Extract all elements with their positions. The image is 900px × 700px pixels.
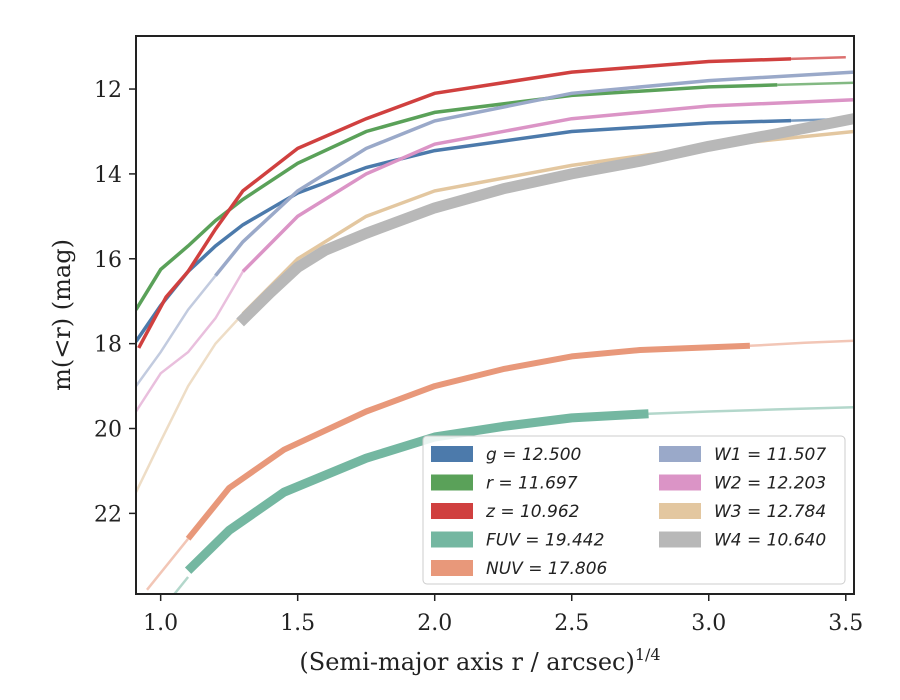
x-tick-label: 1.5 xyxy=(280,611,315,636)
y-tick-label: 12 xyxy=(94,78,122,103)
y-tick-label: 14 xyxy=(94,163,122,188)
series-r-line xyxy=(136,83,778,311)
series-nuv-faint xyxy=(146,538,190,591)
legend-swatch xyxy=(659,474,701,491)
y-axis-label: m(<r) (mag) xyxy=(48,239,76,391)
legend-label: W4 = 10.640 xyxy=(714,531,826,551)
y-tick-label: 22 xyxy=(94,502,122,527)
x-tick-label: 2.5 xyxy=(554,611,589,636)
legend-swatch xyxy=(431,446,473,462)
series-w4-line xyxy=(236,113,854,327)
legend-label: r = 11.697 xyxy=(486,474,578,494)
plot-frame xyxy=(135,35,855,595)
legend-label: W3 = 12.784 xyxy=(714,502,826,522)
series-r-faint xyxy=(777,81,854,87)
x-axis-label: (Semi-major axis r / arcsec)1/4 xyxy=(299,645,660,676)
series-w3-faint xyxy=(136,313,244,493)
series-fuv-line xyxy=(184,409,649,574)
legend-swatch xyxy=(659,446,701,462)
legend-label: z = 10.962 xyxy=(485,502,579,522)
x-tick-label: 1.0 xyxy=(143,611,178,636)
legend-swatch xyxy=(659,503,701,519)
legend-swatch xyxy=(431,503,473,519)
series-z-line xyxy=(137,57,792,349)
series-fuv-faint xyxy=(170,576,190,594)
x-tick-label: 2.0 xyxy=(417,611,452,636)
series-fuv-faint-tail xyxy=(648,406,854,415)
x-tick-label: 3.0 xyxy=(691,611,726,636)
x-axis: 1.0 1.5 2.0 2.5 3.0 3.5 xyxy=(143,594,863,636)
series-nuv-line xyxy=(185,342,751,541)
y-tick-label: 16 xyxy=(94,248,122,273)
series-w2-faint xyxy=(136,270,244,413)
y-axis: 12 14 16 18 20 22 xyxy=(94,78,136,527)
legend-label: FUV = 19.442 xyxy=(486,531,604,551)
legend-label: W1 = 11.507 xyxy=(714,445,826,465)
series-w3-line xyxy=(241,129,854,316)
series-nuv-faint-tail xyxy=(749,339,854,348)
plot-area xyxy=(136,55,854,594)
legend-swatch xyxy=(431,531,473,548)
legend-label: g = 12.500 xyxy=(486,445,581,465)
legend: g = 12.500 r = 11.697 z = 10.962 FUV = 19.4… xyxy=(422,435,846,585)
legend-swatch xyxy=(431,474,473,491)
y-tick-label: 20 xyxy=(94,418,122,443)
legend-box xyxy=(422,435,846,585)
legend-label: NUV = 17.806 xyxy=(486,559,608,579)
legend-label: W2 = 12.203 xyxy=(714,474,826,494)
series-w2-line xyxy=(241,97,854,273)
y-tick-label: 18 xyxy=(94,333,122,358)
series-z-faint xyxy=(790,55,846,61)
series-w1-faint xyxy=(136,274,217,387)
legend-swatch xyxy=(431,560,473,576)
series-w1-line xyxy=(214,70,854,277)
x-tick-label: 3.5 xyxy=(828,611,863,636)
legend-swatch xyxy=(659,531,701,548)
